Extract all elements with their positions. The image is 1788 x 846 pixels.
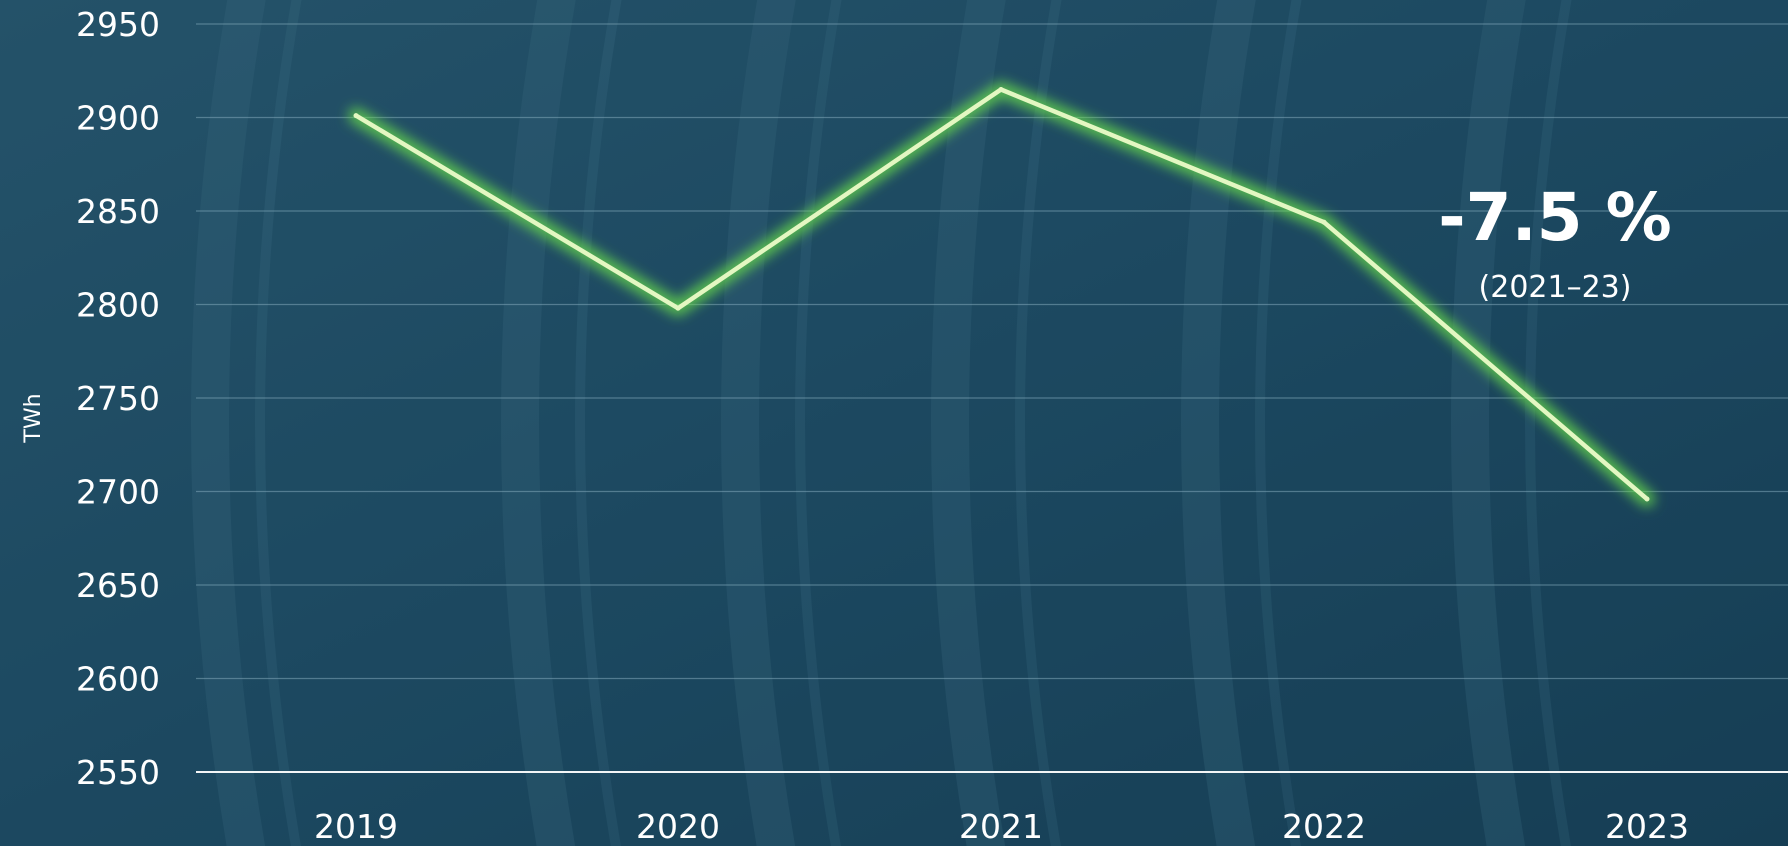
y-tick-label: 2900 — [76, 99, 160, 138]
data-point — [353, 113, 359, 119]
series-line-group — [348, 81, 1655, 507]
x-tick-label: 2021 — [959, 807, 1043, 846]
y-tick-label: 2800 — [76, 286, 160, 325]
y-tick-label: 2550 — [76, 753, 160, 792]
y-axis-ticks: 2550 2600 2650 2700 2750 2800 2850 2900 2950 — [76, 5, 160, 792]
series-line-glow — [348, 81, 1655, 507]
x-axis-ticks: 2019 2020 2021 2022 2023 — [314, 807, 1689, 846]
x-tick-label: 2019 — [314, 807, 398, 846]
x-tick-label: 2023 — [1605, 807, 1689, 846]
y-axis-title: TWh — [21, 393, 46, 443]
data-point — [998, 87, 1004, 92]
y-tick-label: 2650 — [76, 566, 160, 605]
data-point — [1644, 496, 1650, 502]
y-tick-label: 2600 — [76, 660, 160, 699]
y-tick-label: 2700 — [76, 473, 160, 512]
y-tick-label: 2850 — [76, 192, 160, 231]
y-tick-label: 2950 — [76, 5, 160, 44]
y-tick-label: 2750 — [76, 379, 160, 418]
data-point — [1321, 219, 1327, 225]
gridlines — [196, 23, 1788, 773]
change-annotation-value: -7.5 % — [1438, 179, 1671, 256]
data-point — [675, 305, 681, 311]
x-tick-label: 2022 — [1282, 807, 1366, 846]
x-tick-label: 2020 — [636, 807, 720, 846]
change-annotation-period: (2021–23) — [1479, 270, 1632, 305]
series-line — [353, 87, 1650, 502]
